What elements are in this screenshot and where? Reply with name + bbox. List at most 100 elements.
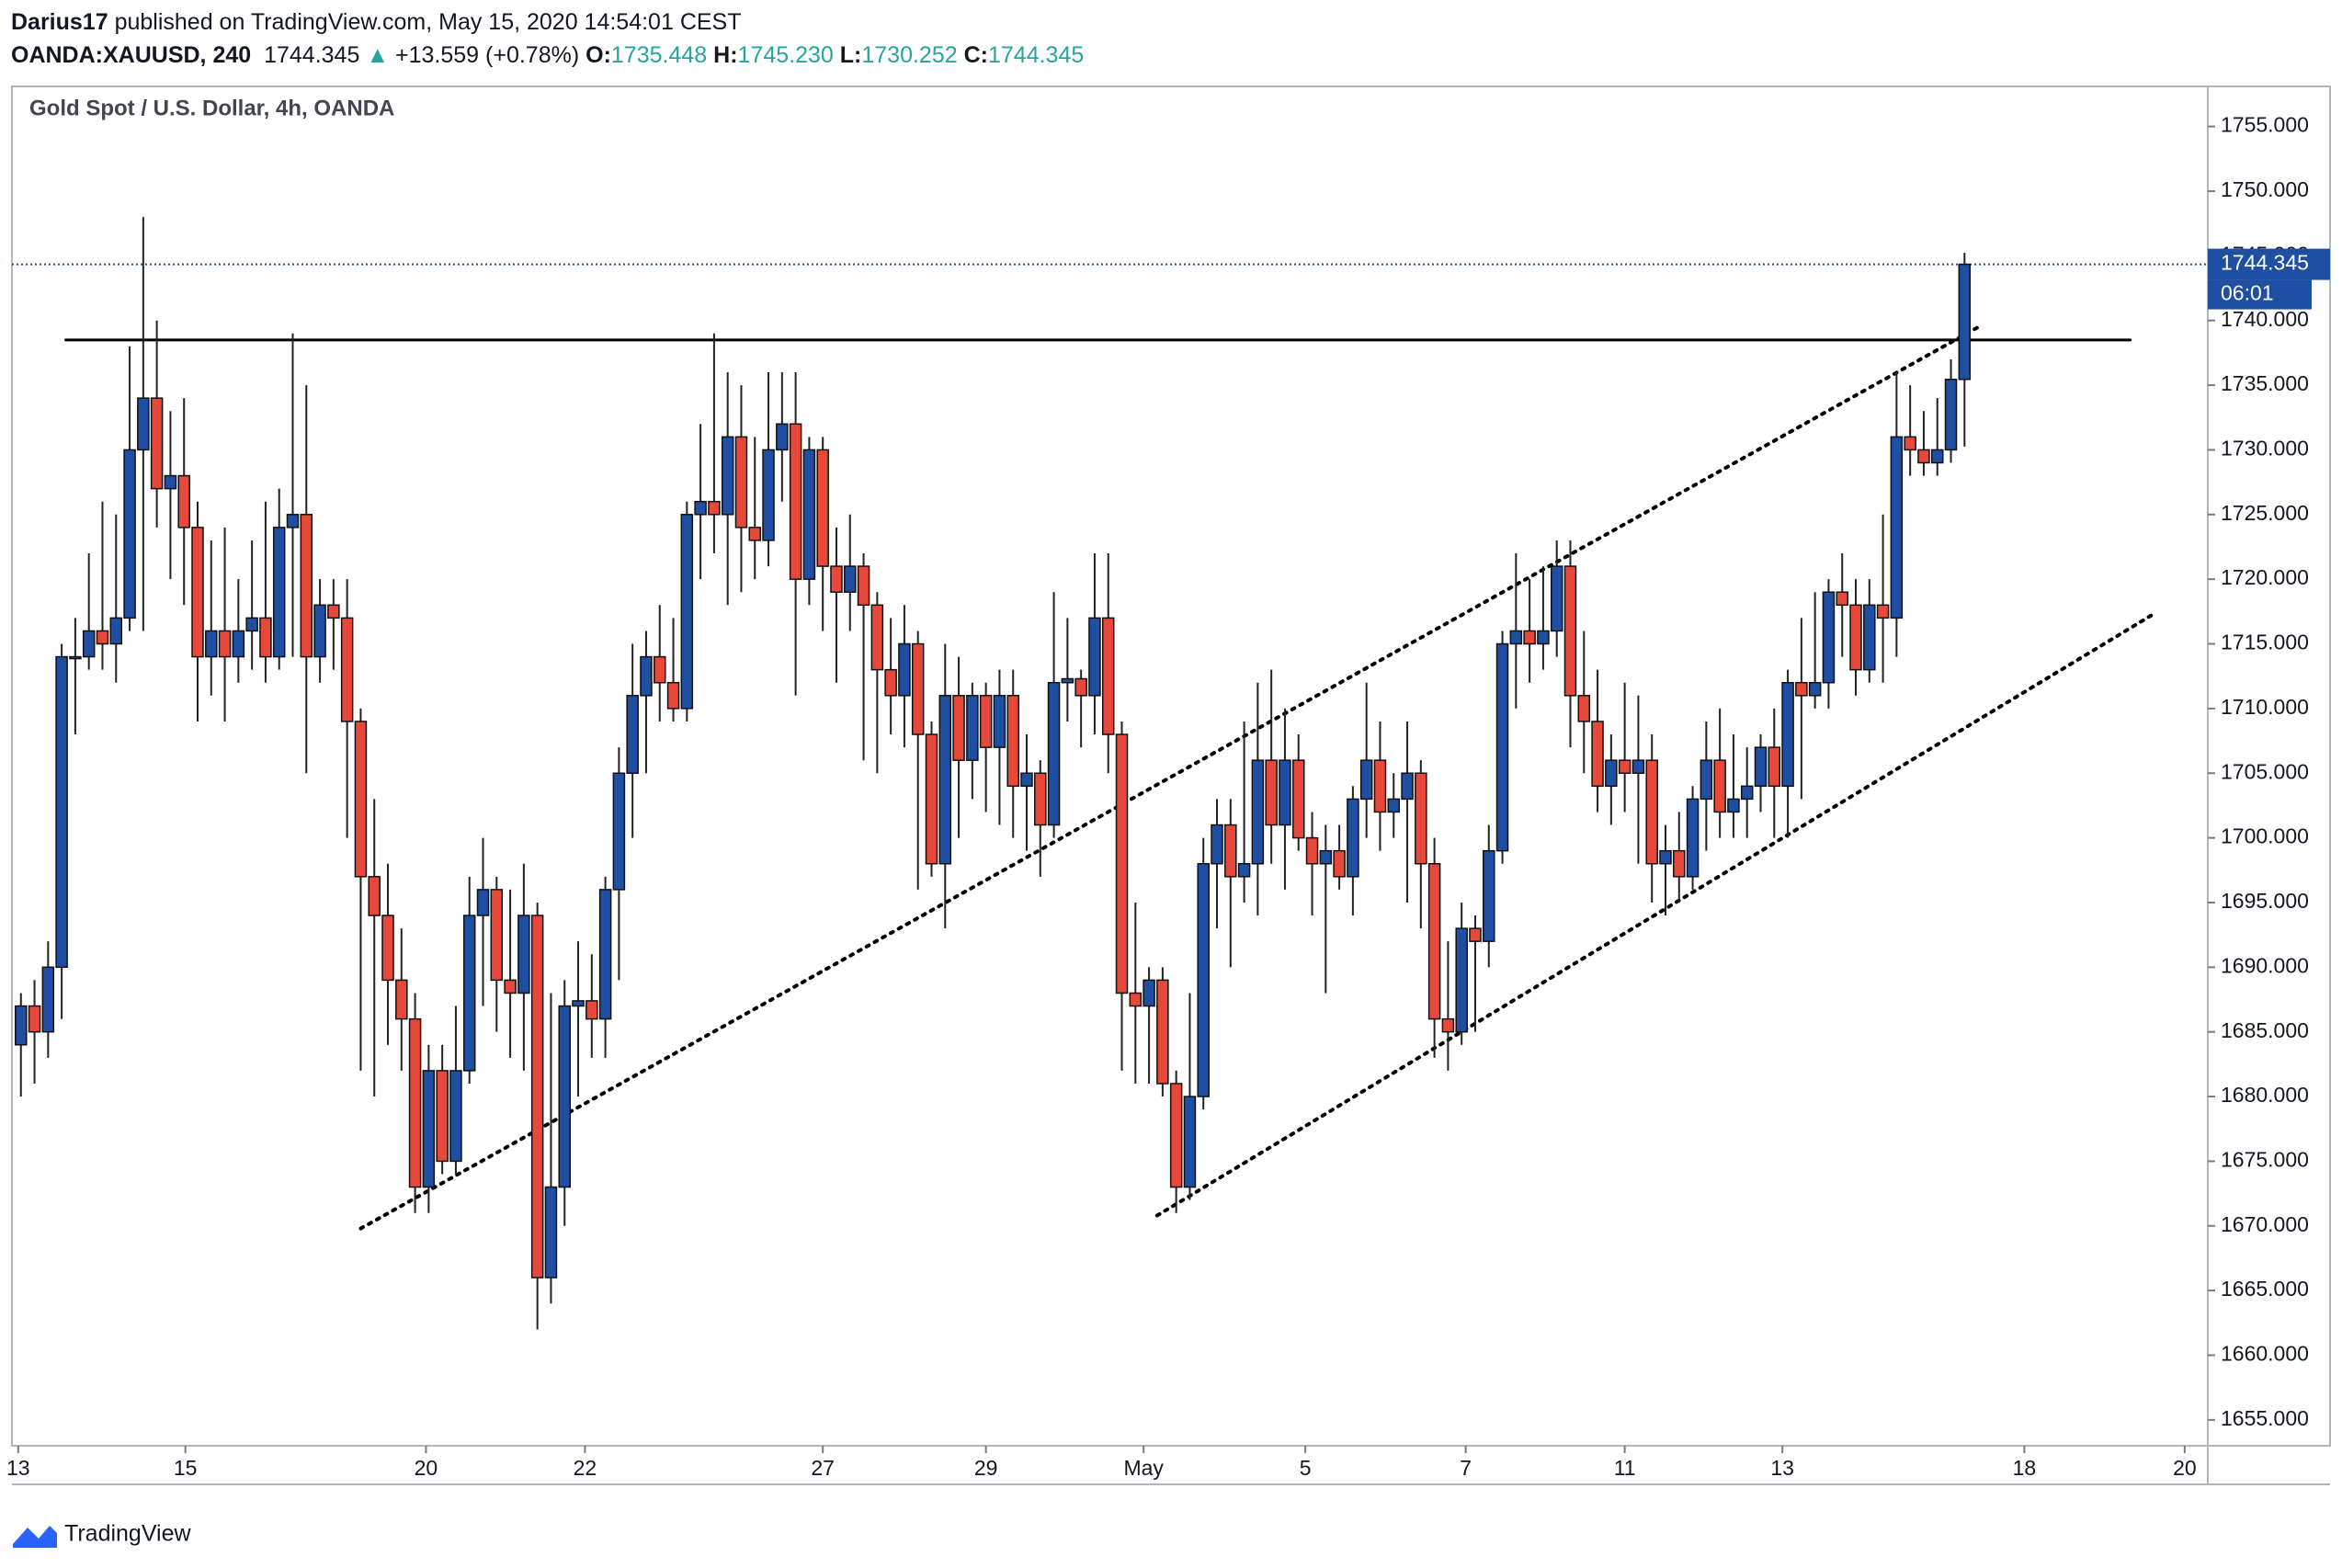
y-tick-label: 1705.000 — [2221, 759, 2309, 783]
candle-body — [748, 527, 762, 541]
candle-body — [137, 397, 150, 451]
y-tick-label: 1680.000 — [2221, 1083, 2309, 1107]
candle-body — [911, 642, 925, 735]
candle-body — [884, 668, 897, 697]
y-tick-label: 1675.000 — [2221, 1147, 2309, 1171]
candle-body — [232, 630, 245, 658]
candle-body — [1836, 591, 1848, 607]
candle-body — [1781, 681, 1794, 788]
candle-body — [218, 630, 232, 658]
candle-body — [55, 655, 68, 969]
candle-body — [979, 695, 993, 748]
candle-body — [1863, 604, 1876, 671]
ohlc-label: C: — [963, 42, 988, 68]
ohlc-label: L: — [839, 42, 862, 68]
candle-body — [1686, 798, 1700, 878]
candle-body — [449, 1070, 462, 1163]
candle-body — [1034, 772, 1047, 826]
candle-body — [1645, 759, 1658, 865]
candle-body — [1550, 565, 1563, 632]
ohlc-label: O: — [586, 42, 611, 68]
candle-body — [1495, 642, 1509, 852]
countdown: 06:01 — [2221, 281, 2274, 305]
candle-body — [966, 695, 979, 761]
candle-body — [354, 721, 368, 878]
candle-body — [1673, 849, 1686, 878]
candle-body — [1359, 759, 1373, 801]
header: Darius17 published on TradingView.com, M… — [11, 6, 1084, 72]
candle-body — [776, 423, 789, 451]
candle-body — [1115, 733, 1129, 994]
candle-body — [993, 695, 1006, 748]
trend-line — [1154, 612, 2155, 1218]
candle-body — [1333, 849, 1346, 878]
x-tick-label: 11 — [1614, 1456, 1636, 1480]
candle-body — [123, 449, 136, 619]
candle-body — [150, 397, 164, 490]
arrow: ▲ — [366, 42, 390, 68]
y-tick-label: 1660.000 — [2221, 1342, 2309, 1366]
candle-body — [898, 642, 911, 697]
candle-body — [1958, 263, 1972, 381]
publish-line: Darius17 published on TradingView.com, M… — [11, 6, 1084, 39]
candle-body — [96, 630, 109, 645]
candle-body — [925, 733, 938, 865]
brand-logo — [13, 1526, 57, 1548]
y-tick-label: 1690.000 — [2221, 953, 2309, 977]
candle-body — [436, 1070, 449, 1163]
candle-body — [300, 514, 313, 658]
x-tick-label: 27 — [811, 1456, 835, 1480]
candle-body — [1740, 785, 1754, 801]
candle-body — [938, 695, 952, 865]
candle-body — [82, 630, 96, 658]
chart-title: Gold Spot / U.S. Dollar, 4h, OANDA — [29, 96, 394, 120]
y-tick-label: 1750.000 — [2221, 177, 2309, 201]
x-tick-label: 13 — [6, 1456, 30, 1480]
candle-body — [205, 630, 218, 658]
candle-body — [1631, 759, 1645, 774]
candle-body — [1237, 862, 1251, 878]
author[interactable]: Darius17 — [11, 9, 108, 35]
x-tick-label: 5 — [1300, 1456, 1312, 1480]
candle-body — [1156, 979, 1169, 1085]
symbol-line: OANDA:XAUUSD, 240 1744.345 ▲ +13.559 (+0… — [11, 39, 1084, 72]
candle-body — [1700, 759, 1713, 801]
candle-body — [395, 979, 408, 1020]
candle-body — [476, 889, 490, 916]
candle-body — [830, 565, 843, 593]
candle-body — [1020, 772, 1033, 788]
y-tick-label: 1720.000 — [2221, 565, 2309, 589]
ohlc: O:1735.448 H:1745.230 L:1730.252 C:1744.… — [586, 42, 1084, 68]
candle-body — [1415, 772, 1427, 865]
candle-body — [1917, 449, 1930, 464]
candle-body — [640, 655, 653, 697]
candle-body — [1605, 759, 1618, 788]
y-tick-label: 1740.000 — [2221, 307, 2309, 331]
candle-body — [1591, 721, 1604, 788]
candle-body — [340, 617, 354, 722]
candle-body — [1074, 677, 1087, 697]
candle-body — [1890, 436, 1904, 619]
countdown-box — [2208, 279, 2312, 310]
candle-body — [544, 1186, 558, 1278]
candle-body — [1224, 824, 1237, 878]
candle-body — [1088, 617, 1101, 697]
candle-body — [802, 449, 816, 580]
candle-body — [177, 474, 190, 528]
candle-body — [504, 979, 517, 994]
candle-body — [1618, 759, 1631, 774]
candle-body — [721, 436, 734, 516]
candle-body — [490, 889, 504, 982]
x-tick-label: May — [1123, 1456, 1164, 1480]
ohlc-value: 1744.345 — [988, 42, 1085, 68]
y-tick-label: 1685.000 — [2221, 1018, 2309, 1042]
candle-body — [1849, 604, 1862, 671]
candle-body — [1169, 1083, 1183, 1188]
candle-body — [844, 565, 857, 593]
brand: TradingView — [64, 1521, 192, 1547]
candle-body — [572, 1000, 585, 1007]
candle-body — [15, 1005, 28, 1046]
candle-body — [1387, 798, 1401, 813]
candle-body — [1563, 565, 1577, 697]
